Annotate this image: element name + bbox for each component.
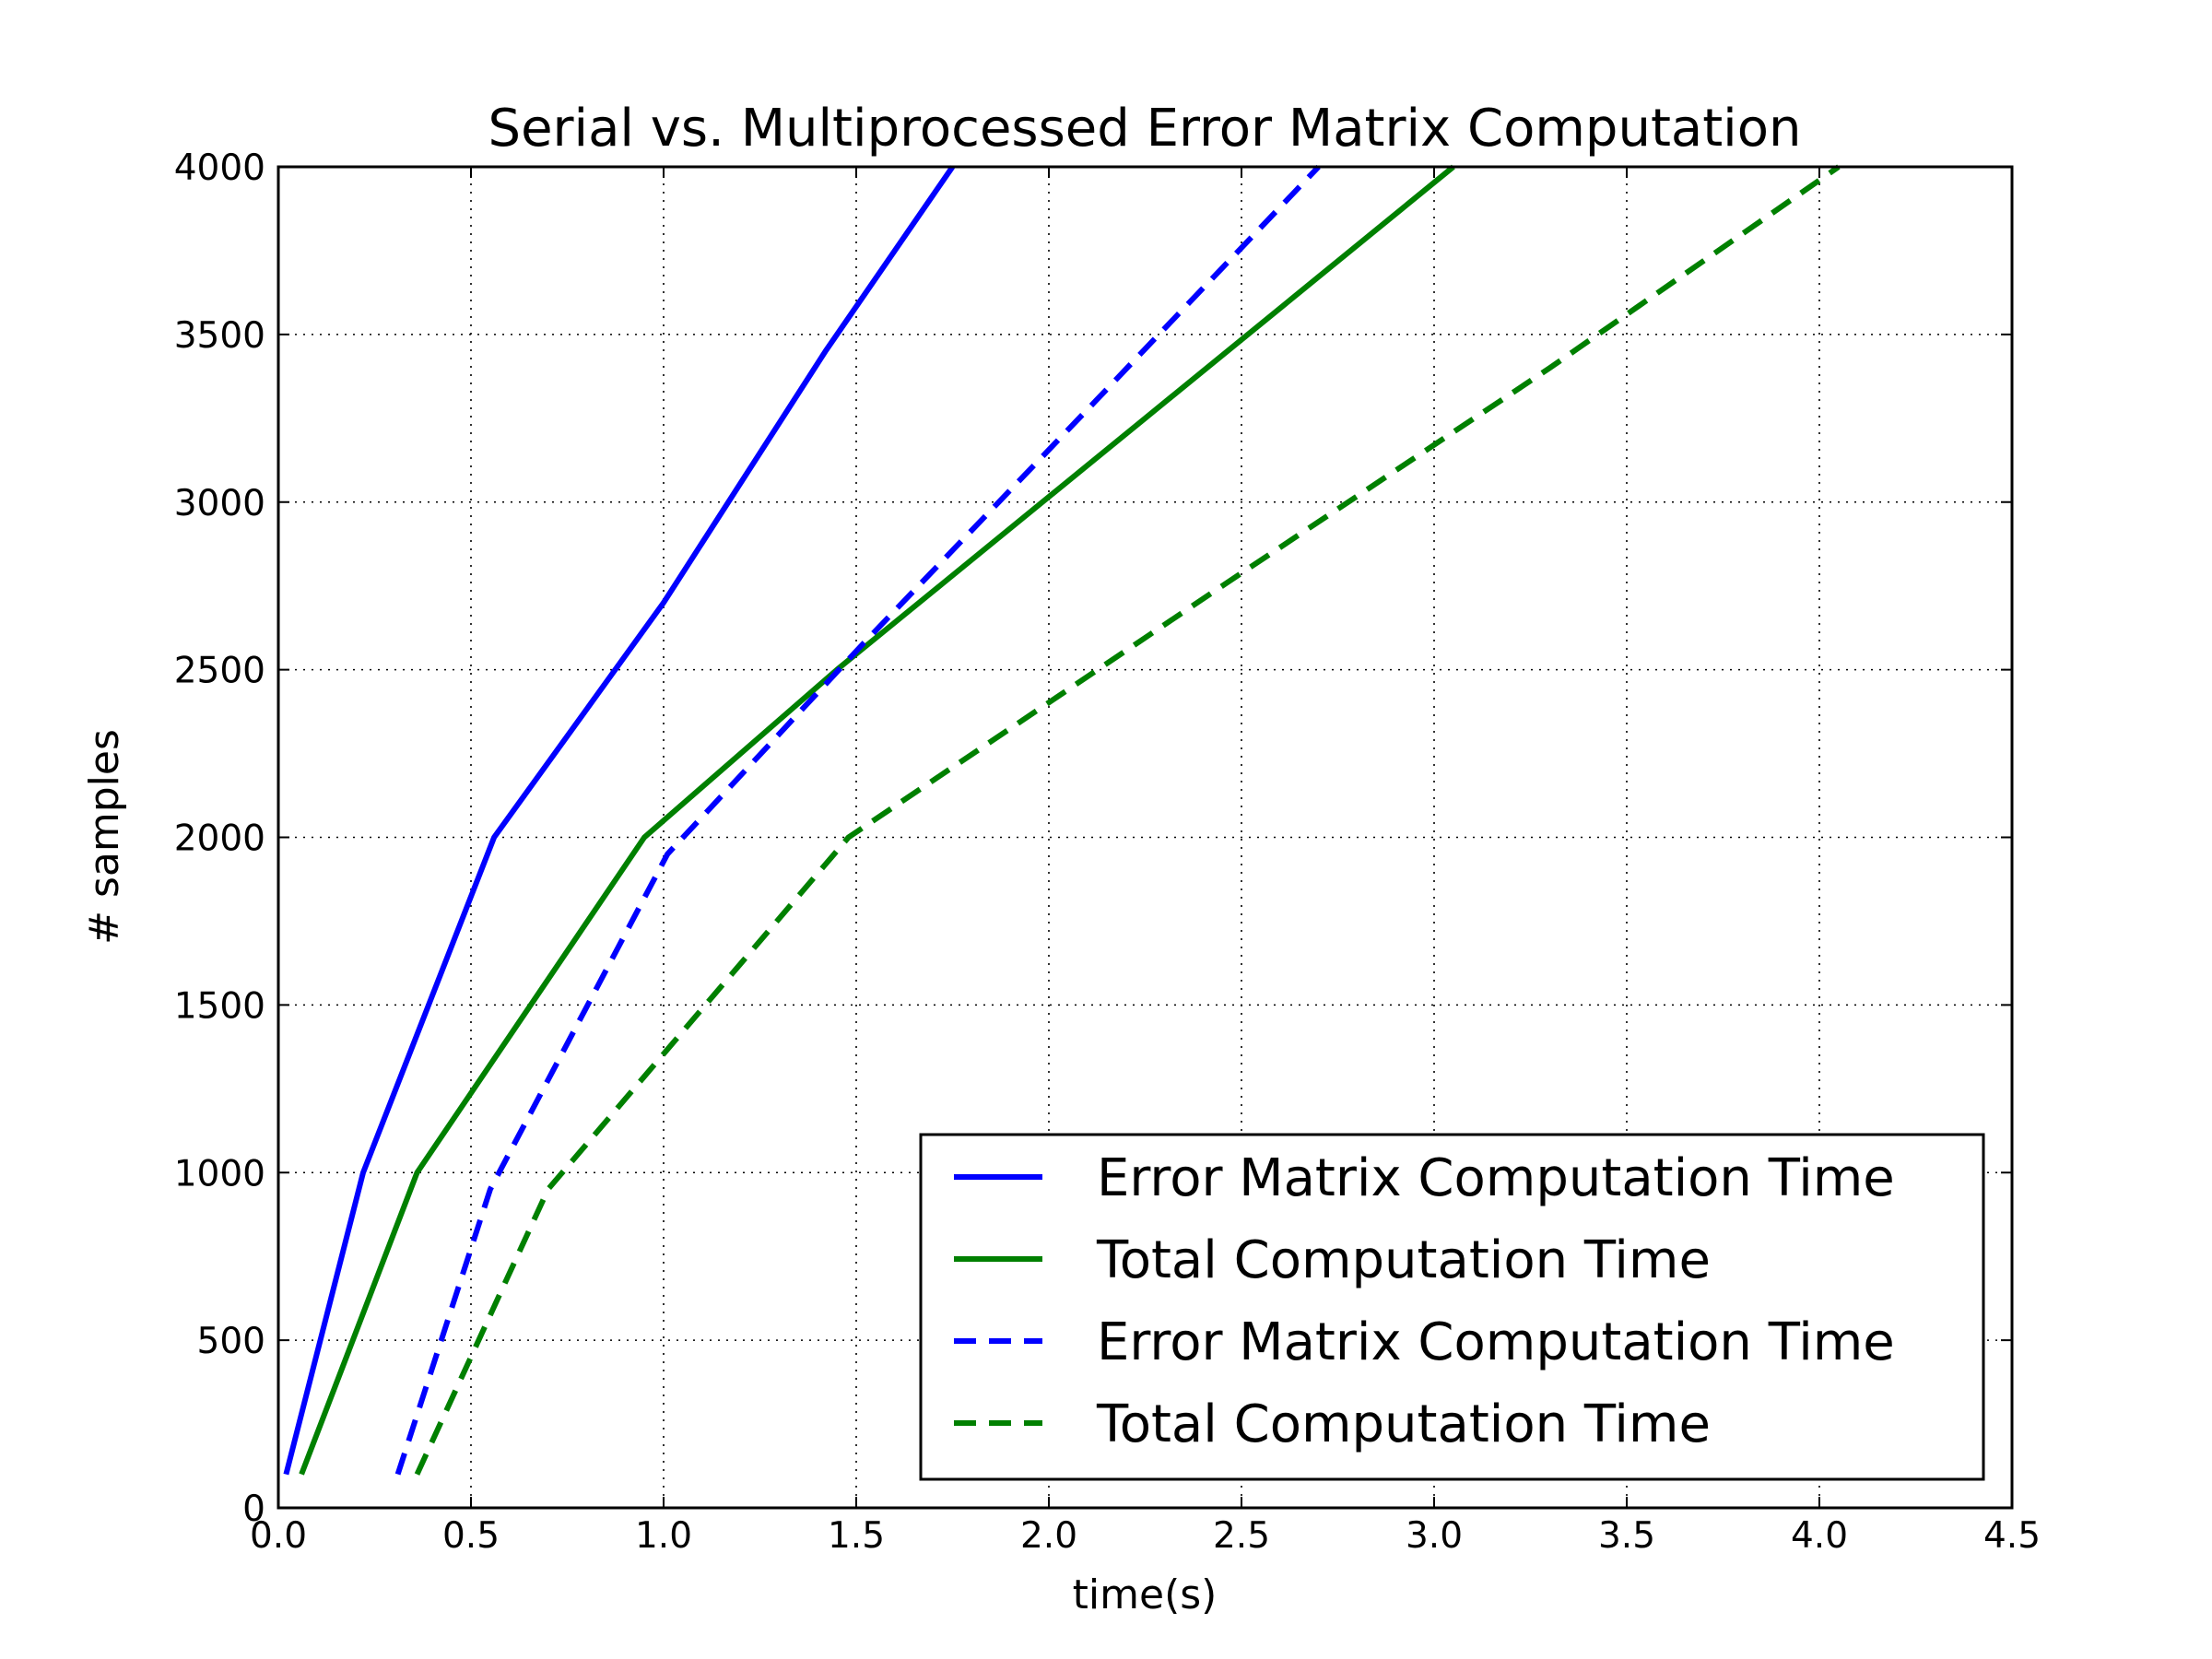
x-tick-label: 3.0 (1406, 1515, 1463, 1557)
x-tick-label: 2.5 (1213, 1515, 1270, 1557)
legend-label-2: Total Computation Time (1096, 1230, 1711, 1290)
y-tick-label: 1500 (174, 985, 265, 1027)
y-tick-label: 4000 (174, 147, 265, 189)
y-tick-label: 2000 (174, 818, 265, 860)
legend: Error Matrix Computation Time Total Compu… (919, 1133, 1985, 1481)
y-tick-label: 1000 (174, 1153, 265, 1194)
series-line-2 (299, 164, 1455, 1476)
legend-label-1: Error Matrix Computation Time (1097, 1148, 1895, 1208)
series-line-3 (394, 164, 1321, 1476)
x-tick-label: 0.0 (250, 1515, 307, 1557)
y-axis-label: # samples (81, 729, 128, 945)
x-tick-label: 4.0 (1791, 1515, 1848, 1557)
x-axis-label: time(s) (1073, 1571, 1218, 1618)
x-tick-label: 2.0 (1020, 1515, 1077, 1557)
legend-frame (919, 1133, 1985, 1481)
x-tick-label: 3.5 (1598, 1515, 1655, 1557)
y-tick-label: 500 (197, 1321, 265, 1362)
series-line-4 (414, 164, 1841, 1476)
legend-label-4: Total Computation Time (1096, 1394, 1711, 1454)
tick-label-layer: 0.0 0.5 1.0 1.5 2.0 2.5 3.0 3.5 4.0 4.5 0 500 1000 15… (174, 147, 2041, 1557)
y-tick-label: 2500 (174, 651, 265, 692)
legend-label-3: Error Matrix Computation Time (1097, 1312, 1895, 1372)
x-tick-label: 0.5 (442, 1515, 500, 1557)
tick-layer (277, 166, 2013, 1509)
series-layer (283, 164, 1841, 1476)
x-tick-label: 1.5 (828, 1515, 885, 1557)
x-tick-label: 4.5 (1983, 1515, 2041, 1557)
series-line-1 (283, 165, 955, 1476)
chart-title: Serial vs. Multiprocessed Error Matrix C… (488, 99, 1802, 159)
y-tick-label: 0 (242, 1488, 265, 1530)
x-tick-label: 1.0 (635, 1515, 692, 1557)
legend-items: Error Matrix Computation Time Total Compu… (954, 1148, 1895, 1454)
y-tick-label: 3500 (174, 315, 265, 357)
y-tick-label: 3000 (174, 483, 265, 524)
